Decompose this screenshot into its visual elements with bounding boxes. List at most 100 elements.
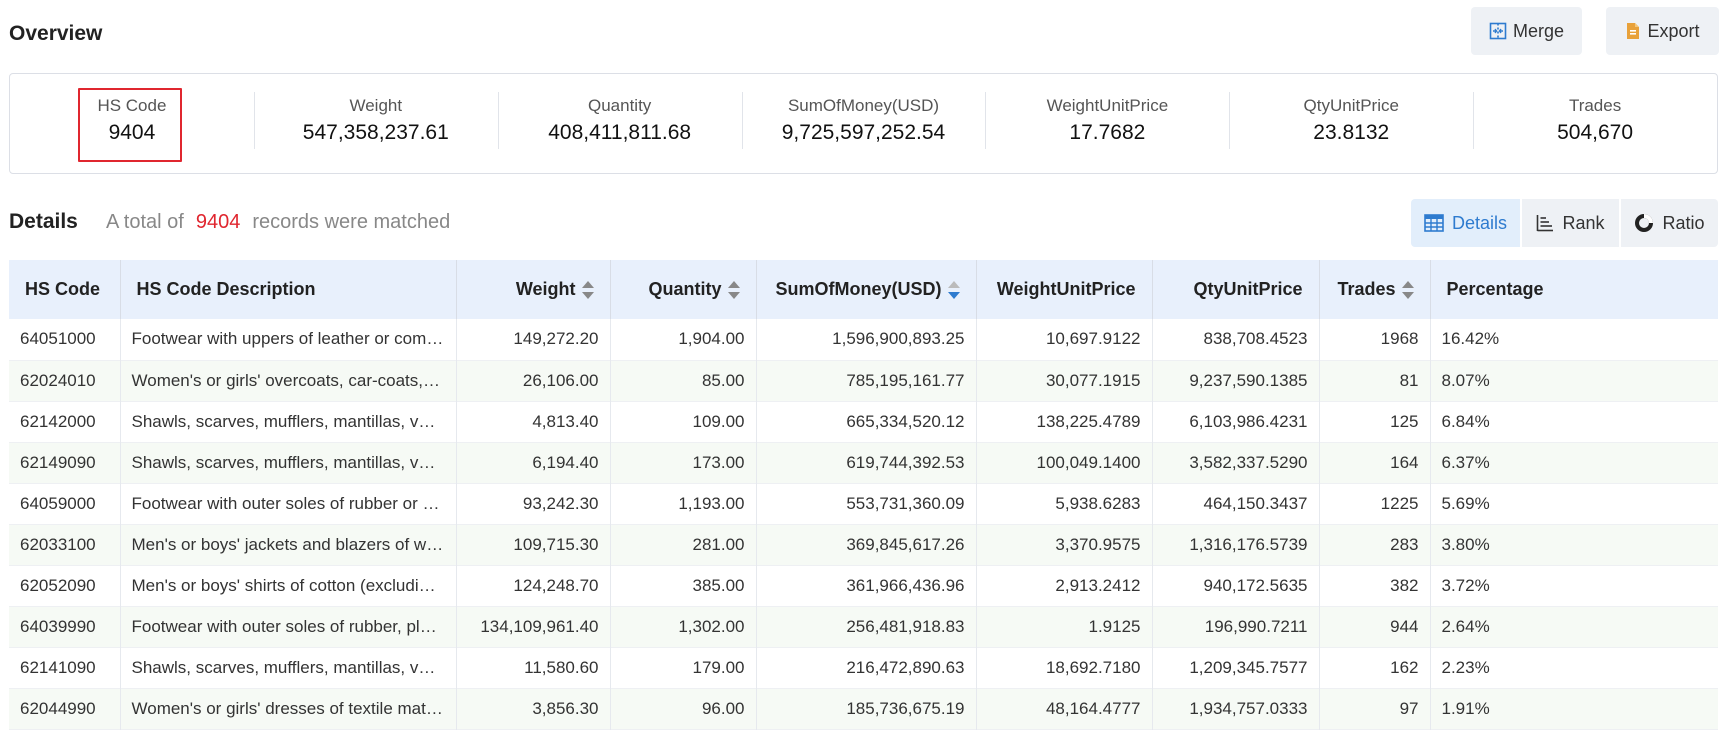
sum-of-money-cell: 256,481,918.83 xyxy=(755,606,976,647)
description-cell: Footwear with outer soles of rubber, pla… xyxy=(119,606,456,647)
rank-icon xyxy=(1536,214,1554,232)
hs-code-cell: 62141090 xyxy=(20,657,96,677)
percentage-cell: 16.42% xyxy=(1429,319,1718,360)
col-weight[interactable]: Weight xyxy=(455,260,610,319)
weight-unit-price-cell: 48,164.4777 xyxy=(975,688,1152,729)
qty-unit-price-cell: 9,237,590.1385 xyxy=(1151,360,1319,401)
tab-rank[interactable]: Rank xyxy=(1522,199,1619,247)
table-row[interactable]: 62024010 Women's or girls' overcoats, car… xyxy=(9,360,1718,401)
tab-rank-label: Rank xyxy=(1562,212,1605,233)
stat-label: Quantity xyxy=(587,96,652,115)
table-header-row: HS Code HS Code Description Weight Quant… xyxy=(9,260,1718,319)
col-qty-unit-price: QtyUnitPrice xyxy=(1151,260,1319,319)
export-button[interactable]: Export xyxy=(1606,7,1719,55)
table-row[interactable]: 62142000 Shawls, scarves, mufflers, manti… xyxy=(9,401,1718,442)
sort-icon[interactable] xyxy=(1401,280,1414,300)
overview-panel: HS Code 9404 Weight 547,358,237.61 Quant… xyxy=(9,73,1718,174)
description-cell: Shawls, scarves, mufflers, mantillas, ve… xyxy=(119,401,456,442)
qty-unit-price-cell: 1,316,176.5739 xyxy=(1151,524,1319,565)
trades-cell: 283 xyxy=(1318,524,1430,565)
weight-cell: 4,813.40 xyxy=(455,401,610,442)
trades-cell: 1968 xyxy=(1318,319,1430,360)
hs-code-cell: 62033100 xyxy=(20,534,96,554)
table-row[interactable]: 62141090 Shawls, scarves, mufflers, manti… xyxy=(9,647,1718,688)
trades-cell: 162 xyxy=(1318,647,1430,688)
table-row[interactable]: 64039990 Footwear with outer soles of rub… xyxy=(9,606,1718,647)
percentage-cell: 6.84% xyxy=(1429,401,1718,442)
hs-code-cell: 64051000 xyxy=(20,329,96,349)
stat-label: SumOfMoney(USD) xyxy=(787,96,940,115)
weight-unit-price-cell: 30,077.1915 xyxy=(975,360,1152,401)
description-cell: Shawls, scarves, mufflers, mantillas, ve… xyxy=(119,442,456,483)
weight-cell: 26,106.00 xyxy=(455,360,610,401)
stat-label: Weight xyxy=(349,96,403,115)
col-hs-code: HS Code xyxy=(9,260,120,319)
tab-details-label: Details xyxy=(1451,212,1508,233)
weight-unit-price-cell: 3,370.9575 xyxy=(975,524,1152,565)
stat-trades: Trades 504,670 xyxy=(1473,74,1717,173)
quantity-cell: 173.00 xyxy=(609,442,756,483)
stat-label: QtyUnitPrice xyxy=(1303,96,1399,115)
sum-of-money-cell: 369,845,617.26 xyxy=(755,524,976,565)
percentage-cell: 2.64% xyxy=(1429,606,1718,647)
details-table: HS Code HS Code Description Weight Quant… xyxy=(9,260,1718,730)
quantity-cell: 1,302.00 xyxy=(609,606,756,647)
qty-unit-price-cell: 838,708.4523 xyxy=(1151,319,1319,360)
sort-icon[interactable] xyxy=(581,280,594,300)
stat-value: 23.8132 xyxy=(1313,121,1390,144)
trades-cell: 81 xyxy=(1318,360,1430,401)
merge-button[interactable]: Merge xyxy=(1471,7,1582,55)
sum-of-money-cell: 665,334,520.12 xyxy=(755,401,976,442)
table-row[interactable]: 62033100 Men's or boys' jackets and blaze… xyxy=(9,524,1718,565)
table-row[interactable]: 64051000 Footwear with uppers of leather … xyxy=(9,319,1718,360)
sort-icon[interactable] xyxy=(727,280,740,300)
tab-details[interactable]: Details xyxy=(1411,199,1520,247)
tab-ratio-label: Ratio xyxy=(1662,212,1705,233)
stat-hs-code: HS Code 9404 xyxy=(10,74,254,173)
sort-desc-active-icon[interactable] xyxy=(947,280,960,300)
col-quantity[interactable]: Quantity xyxy=(609,260,756,319)
weight-cell: 109,715.30 xyxy=(455,524,610,565)
hs-code-highlight-box xyxy=(78,88,182,162)
table-row[interactable]: 62044990 Women's or girls' dresses of tex… xyxy=(9,688,1718,729)
description-cell: Women's or girls' dresses of textile mat… xyxy=(119,688,456,729)
stat-label: Trades xyxy=(1568,96,1622,115)
weight-cell: 134,109,961.40 xyxy=(455,606,610,647)
tab-ratio[interactable]: Ratio xyxy=(1621,199,1718,247)
stat-label: WeightUnitPrice xyxy=(1046,96,1169,115)
weight-cell: 124,248.70 xyxy=(455,565,610,606)
stat-qty-unit-price: QtyUnitPrice 23.8132 xyxy=(1229,74,1473,173)
col-sum-of-money[interactable]: SumOfMoney(USD) xyxy=(755,260,976,319)
col-label: HS Code Description xyxy=(136,279,316,299)
table-row[interactable]: 62149090 Shawls, scarves, mufflers, manti… xyxy=(9,442,1718,483)
col-label: QtyUnitPrice xyxy=(1193,279,1303,299)
stat-quantity: Quantity 408,411,811.68 xyxy=(497,74,742,173)
table-row[interactable]: 64059000 Footwear with outer soles of rub… xyxy=(9,483,1718,524)
stat-value: 408,411,811.68 xyxy=(548,121,692,144)
percentage-cell: 3.80% xyxy=(1429,524,1718,565)
stat-weight: Weight 547,358,237.61 xyxy=(253,74,498,173)
quantity-cell: 85.00 xyxy=(609,360,756,401)
col-label: Weight xyxy=(515,278,576,299)
quantity-cell: 281.00 xyxy=(609,524,756,565)
percentage-cell: 5.69% xyxy=(1429,483,1718,524)
sum-of-money-cell: 619,744,392.53 xyxy=(755,442,976,483)
qty-unit-price-cell: 1,934,757.0333 xyxy=(1151,688,1319,729)
col-label: Percentage xyxy=(1446,279,1544,299)
weight-unit-price-cell: 2,913.2412 xyxy=(975,565,1152,606)
trades-cell: 382 xyxy=(1318,565,1430,606)
col-label: HS Code xyxy=(25,279,101,299)
page-title: Overview xyxy=(9,22,103,45)
stat-value: 504,670 xyxy=(1557,121,1634,144)
col-label: Quantity xyxy=(648,278,722,299)
qty-unit-price-cell: 3,582,337.5290 xyxy=(1151,442,1319,483)
table-body: 64051000 Footwear with uppers of leather … xyxy=(9,319,1718,729)
col-trades[interactable]: Trades xyxy=(1318,260,1430,319)
col-label: Trades xyxy=(1337,278,1396,299)
stat-label: HS Code xyxy=(97,96,167,115)
percentage-cell: 2.23% xyxy=(1429,647,1718,688)
sum-of-money-cell: 1,596,900,893.25 xyxy=(755,319,976,360)
table-row[interactable]: 62052090 Men's or boys' shirts of cotton … xyxy=(9,565,1718,606)
hs-code-cell: 62052090 xyxy=(20,575,96,595)
table-icon xyxy=(1424,214,1444,232)
